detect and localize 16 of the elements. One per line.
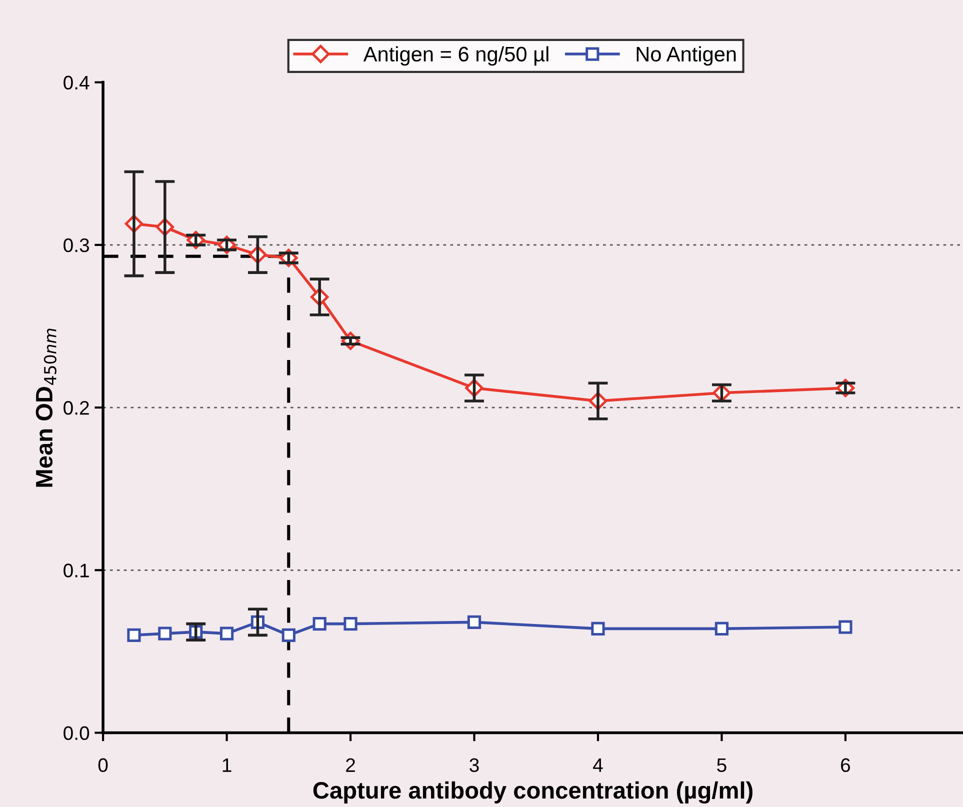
- y-tick-label: 0.0: [64, 726, 90, 740]
- x-tick-label: 4: [593, 758, 603, 772]
- y-tick-label: 0.4: [64, 76, 90, 90]
- y-tick-label: 0.3: [64, 238, 89, 252]
- x-tick-label: 6: [841, 758, 850, 772]
- legend-label: Antigen = 6 ng/50 µl: [363, 46, 548, 66]
- legend-label: No Antigen: [636, 46, 736, 66]
- y-tick-label: 0.2: [64, 401, 89, 415]
- x-tick-label: 1: [222, 758, 232, 772]
- x-tick-label: 5: [717, 758, 726, 772]
- x-axis-title: Capture antibody concentration (µg/ml): [313, 781, 752, 804]
- x-tick-label: 2: [346, 758, 355, 772]
- x-tick-label: 3: [470, 758, 479, 772]
- x-tick-label: 0: [98, 758, 108, 772]
- y-tick-label: 0.1: [64, 564, 89, 578]
- y-axis-title: Mean OD$_{450nm}$: [36, 328, 56, 487]
